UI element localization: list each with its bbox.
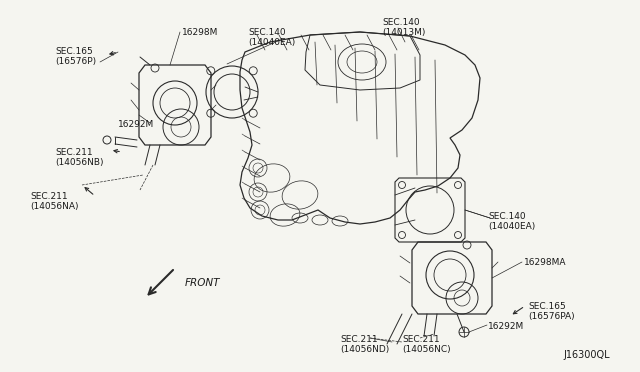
Text: (14056NA): (14056NA)	[30, 202, 79, 211]
Text: (14040EA): (14040EA)	[488, 222, 535, 231]
Text: J16300QL: J16300QL	[563, 350, 610, 360]
Text: SEC.140: SEC.140	[248, 28, 285, 37]
Text: (14056NB): (14056NB)	[55, 158, 104, 167]
Text: SEC.140: SEC.140	[488, 212, 525, 221]
Text: SEC.211: SEC.211	[55, 148, 93, 157]
Text: SEC.140: SEC.140	[382, 18, 420, 27]
Text: 16292M: 16292M	[488, 322, 524, 331]
Text: (16576PA): (16576PA)	[528, 312, 575, 321]
Text: (16576P): (16576P)	[55, 57, 96, 66]
Text: SEC.165: SEC.165	[528, 302, 566, 311]
Text: (14040EA): (14040EA)	[248, 38, 295, 47]
Text: (14013M): (14013M)	[382, 28, 426, 37]
Text: FRONT: FRONT	[185, 278, 221, 288]
Text: 16298M: 16298M	[182, 28, 218, 37]
Text: SEC.211: SEC.211	[402, 335, 440, 344]
Text: 16298MA: 16298MA	[524, 258, 566, 267]
Text: 16292M: 16292M	[118, 120, 154, 129]
Text: SEC.211: SEC.211	[340, 335, 378, 344]
Text: SEC.165: SEC.165	[55, 47, 93, 56]
Text: SEC.211: SEC.211	[30, 192, 68, 201]
Text: (14056NC): (14056NC)	[402, 345, 451, 354]
Text: (14056ND): (14056ND)	[340, 345, 389, 354]
